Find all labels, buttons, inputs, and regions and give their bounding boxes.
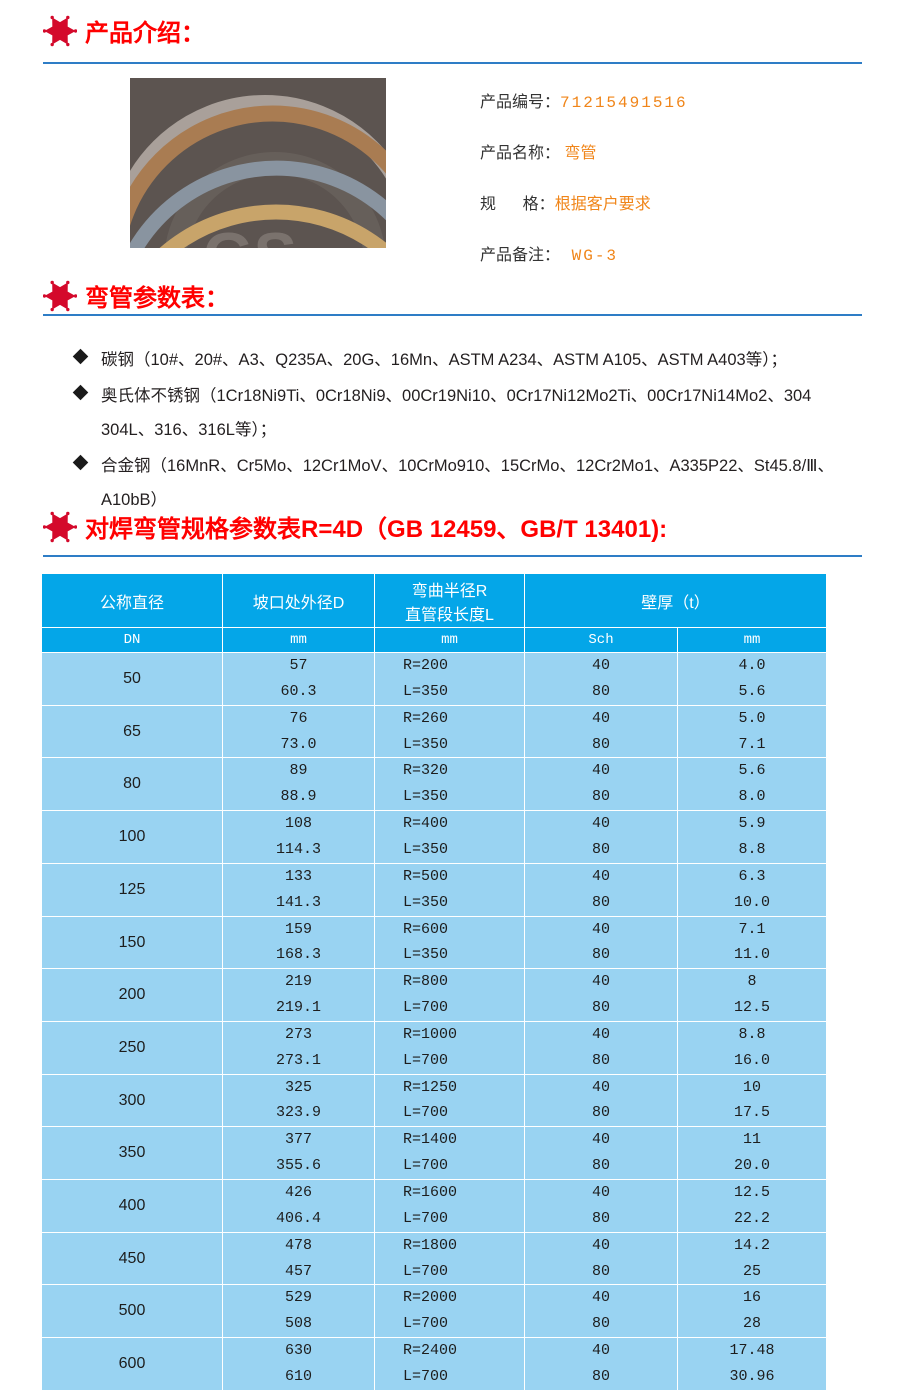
svg-text:GS: GS — [203, 219, 297, 248]
